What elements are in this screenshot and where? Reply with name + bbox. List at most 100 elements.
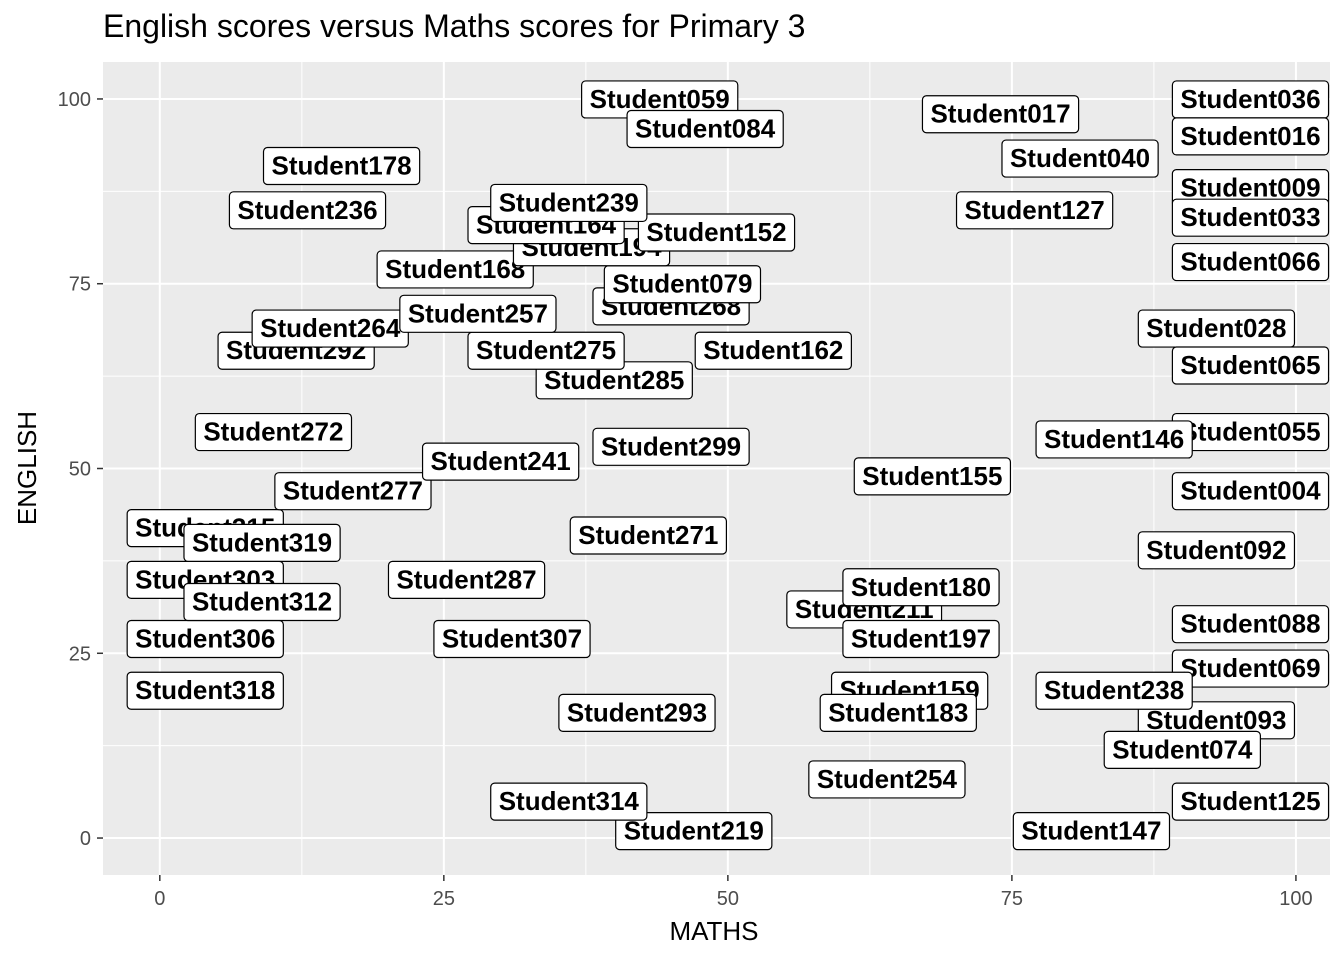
point-label: Student146 bbox=[1035, 420, 1193, 459]
point-label: Student287 bbox=[387, 560, 546, 599]
point-label-text: Student059 bbox=[590, 84, 730, 114]
point-label-box bbox=[921, 95, 1080, 134]
point-label: Student088 bbox=[1171, 605, 1330, 644]
y-tick-label: 0 bbox=[80, 828, 91, 850]
point-label-text: Student236 bbox=[237, 195, 377, 225]
point-label: Student059 bbox=[581, 80, 739, 119]
point-label: Student277 bbox=[274, 472, 432, 511]
point-label-text: Student004 bbox=[1180, 476, 1321, 506]
point-label-box bbox=[183, 523, 341, 563]
point-label: Student152 bbox=[637, 213, 796, 252]
point-label-text: Student065 bbox=[1180, 350, 1320, 380]
point-label-box bbox=[853, 457, 1012, 496]
point-label-box bbox=[1171, 649, 1330, 688]
point-label: Student069 bbox=[1171, 649, 1330, 688]
x-axis: 0 25 50 75 100 bbox=[154, 875, 1313, 910]
point-label-text: Student219 bbox=[624, 816, 764, 846]
point-label: Student147 bbox=[1012, 812, 1171, 851]
point-label-text: Student016 bbox=[1180, 121, 1320, 151]
point-label-text: Student084 bbox=[635, 114, 776, 144]
point-label-text: Student257 bbox=[408, 298, 548, 328]
point-label-box bbox=[1137, 531, 1296, 570]
point-label-box bbox=[1171, 472, 1330, 511]
point-label-text: Student168 bbox=[385, 254, 525, 284]
point-label: Student197 bbox=[842, 619, 1000, 659]
point-label-box bbox=[1171, 346, 1330, 385]
point-label-box bbox=[842, 568, 1000, 607]
y-axis: 0 25 50 75 100 bbox=[58, 89, 103, 850]
point-label: Student318 bbox=[126, 671, 284, 710]
point-label: Student239 bbox=[490, 183, 648, 223]
point-label: Student017 bbox=[921, 95, 1080, 134]
point-label-box bbox=[694, 331, 852, 370]
point-label-box bbox=[490, 782, 648, 821]
point-label-text: Student307 bbox=[442, 623, 582, 653]
point-label-box bbox=[376, 250, 534, 289]
point-label: Student066 bbox=[1171, 242, 1330, 282]
point-label: Student319 bbox=[183, 523, 341, 563]
point-label-box bbox=[808, 760, 966, 799]
point-label-box bbox=[558, 693, 716, 733]
point-label-box bbox=[194, 412, 353, 452]
y-tick-label: 100 bbox=[58, 89, 91, 111]
point-label: Student271 bbox=[569, 516, 728, 555]
point-label-text: Student162 bbox=[703, 335, 843, 365]
point-label-box bbox=[1103, 730, 1261, 769]
point-label-box bbox=[1171, 117, 1330, 156]
point-label-text: Student079 bbox=[612, 269, 752, 299]
point-label-box bbox=[421, 442, 580, 481]
y-tick-label: 75 bbox=[69, 274, 91, 296]
point-label-box bbox=[1035, 671, 1193, 710]
point-label-text: Student088 bbox=[1180, 609, 1320, 639]
point-label-text: Student319 bbox=[192, 527, 332, 557]
point-label-text: Student238 bbox=[1044, 675, 1184, 705]
point-label: Student004 bbox=[1171, 472, 1330, 511]
x-tick-label: 0 bbox=[154, 888, 165, 910]
point-label: Student219 bbox=[615, 812, 773, 851]
point-label-text: Student033 bbox=[1180, 202, 1320, 232]
point-label-text: Student147 bbox=[1021, 816, 1161, 846]
point-label: Student009 bbox=[1171, 169, 1330, 208]
point-label-box bbox=[387, 560, 546, 599]
point-label-text: Student254 bbox=[817, 764, 958, 794]
point-label: Student033 bbox=[1171, 198, 1330, 237]
point-label: Student238 bbox=[1035, 671, 1193, 710]
point-label-box bbox=[615, 812, 773, 851]
point-label: Student293 bbox=[558, 693, 716, 733]
point-label-text: Student241 bbox=[431, 446, 571, 476]
point-label: Student236 bbox=[228, 191, 387, 230]
point-label: Student036 bbox=[1171, 80, 1330, 119]
point-label-text: Student017 bbox=[930, 99, 1070, 129]
point-label-text: Student146 bbox=[1044, 424, 1184, 454]
point-label-box bbox=[1171, 198, 1330, 237]
point-label-text: Student299 bbox=[601, 431, 741, 461]
point-label: Student155 bbox=[853, 457, 1012, 496]
point-label: Student180 bbox=[842, 568, 1000, 607]
point-label: Student084 bbox=[626, 109, 784, 149]
point-label-text: Student197 bbox=[851, 623, 991, 653]
point-label-text: Student239 bbox=[499, 187, 639, 217]
point-label-text: Student155 bbox=[862, 461, 1002, 491]
point-label: Student079 bbox=[603, 265, 762, 304]
point-label: Student257 bbox=[399, 294, 557, 333]
point-label-text: Student069 bbox=[1180, 653, 1320, 683]
point-label-text: Student180 bbox=[851, 572, 991, 602]
x-tick-label: 75 bbox=[1001, 888, 1023, 910]
point-label-text: Student028 bbox=[1146, 313, 1286, 343]
point-label-box bbox=[274, 472, 432, 511]
point-label-box bbox=[1012, 812, 1171, 851]
point-label-box bbox=[228, 191, 387, 230]
point-label-text: Student277 bbox=[283, 476, 423, 506]
point-label-text: Student275 bbox=[476, 335, 616, 365]
point-label-box bbox=[1001, 139, 1159, 178]
point-label-box bbox=[1035, 420, 1193, 459]
x-axis-title: MATHS bbox=[669, 916, 758, 946]
point-labels: Student059 Student036 Student016 Student040… bbox=[126, 80, 1330, 851]
point-label-box bbox=[262, 146, 421, 186]
point-label-text: Student272 bbox=[203, 417, 343, 447]
point-label-text: Student152 bbox=[646, 217, 786, 247]
point-label-text: Student287 bbox=[396, 564, 536, 594]
x-tick-label: 50 bbox=[717, 888, 739, 910]
point-label-box bbox=[1171, 605, 1330, 644]
